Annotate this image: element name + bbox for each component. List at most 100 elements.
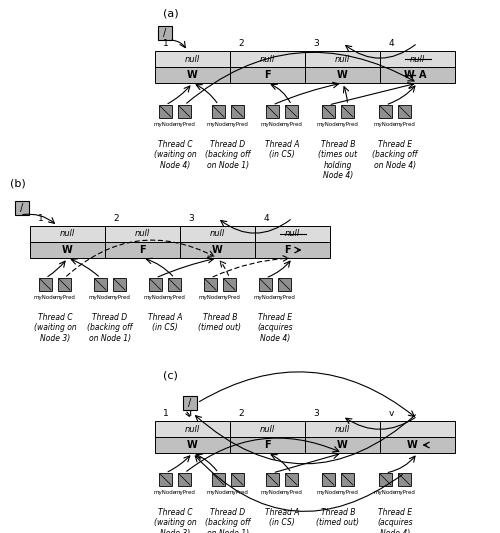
- Text: (c): (c): [163, 370, 178, 380]
- Bar: [178, 105, 191, 118]
- Bar: [155, 67, 230, 83]
- Bar: [183, 396, 197, 410]
- Bar: [305, 437, 380, 453]
- Text: F: F: [139, 245, 146, 255]
- Text: 2: 2: [114, 214, 119, 223]
- Bar: [230, 437, 305, 453]
- Text: myNode: myNode: [254, 295, 277, 300]
- Text: myNode: myNode: [207, 122, 230, 127]
- Text: 3: 3: [314, 409, 319, 418]
- Bar: [255, 226, 330, 242]
- Text: 2: 2: [238, 409, 244, 418]
- Text: Thread C
(waiting on
Node 4): Thread C (waiting on Node 4): [154, 140, 196, 170]
- Text: /: /: [188, 398, 192, 408]
- Text: W: W: [62, 245, 73, 255]
- Bar: [180, 242, 255, 258]
- Text: 3: 3: [188, 214, 194, 223]
- Bar: [204, 278, 217, 291]
- Text: 2: 2: [238, 39, 244, 48]
- Text: null: null: [210, 230, 225, 238]
- Bar: [380, 67, 455, 83]
- Text: (a): (a): [163, 8, 178, 18]
- Text: null: null: [260, 424, 275, 433]
- Text: myPred: myPred: [227, 122, 248, 127]
- Bar: [398, 105, 411, 118]
- Bar: [158, 26, 172, 40]
- Bar: [341, 473, 354, 486]
- Text: myPred: myPred: [174, 122, 195, 127]
- Bar: [155, 437, 230, 453]
- Text: W: W: [212, 245, 223, 255]
- Bar: [305, 51, 380, 67]
- Text: Thread C
(waiting on
Node 3): Thread C (waiting on Node 3): [34, 313, 76, 343]
- Text: myNode: myNode: [34, 295, 57, 300]
- Text: null: null: [185, 424, 200, 433]
- Bar: [105, 242, 180, 258]
- Bar: [278, 278, 291, 291]
- Text: v: v: [388, 409, 394, 418]
- Bar: [285, 473, 298, 486]
- Text: Thread B
(timed out): Thread B (timed out): [316, 508, 360, 527]
- Text: A: A: [419, 70, 426, 80]
- Bar: [230, 67, 305, 83]
- Text: myPred: myPred: [227, 490, 248, 495]
- Text: myPred: myPred: [54, 295, 75, 300]
- Bar: [155, 51, 230, 67]
- Text: null: null: [135, 230, 150, 238]
- Text: Thread E
(acquires
Node 4): Thread E (acquires Node 4): [377, 508, 413, 533]
- Text: myNode: myNode: [89, 295, 112, 300]
- Text: Thread A
(in CS): Thread A (in CS): [148, 313, 182, 333]
- Text: 4: 4: [264, 214, 269, 223]
- Text: Thread E
(acquires
Node 4): Thread E (acquires Node 4): [257, 313, 293, 343]
- Text: W: W: [187, 440, 198, 450]
- Text: /: /: [164, 28, 166, 38]
- Bar: [105, 226, 180, 242]
- Text: Thread C
(waiting on
Node 3): Thread C (waiting on Node 3): [154, 508, 196, 533]
- Bar: [113, 278, 126, 291]
- Text: myPred: myPred: [164, 295, 185, 300]
- Text: null: null: [185, 54, 200, 63]
- Text: 1: 1: [38, 214, 44, 223]
- Text: 4: 4: [388, 39, 394, 48]
- Text: (b): (b): [10, 178, 26, 188]
- Text: myNode: myNode: [317, 122, 340, 127]
- Bar: [380, 437, 455, 453]
- Text: Thread E
(backing off
on Node 4): Thread E (backing off on Node 4): [372, 140, 418, 170]
- Text: null: null: [335, 424, 350, 433]
- Bar: [15, 201, 29, 215]
- Text: myNode: myNode: [317, 490, 340, 495]
- Bar: [379, 473, 392, 486]
- Text: myNode: myNode: [261, 490, 284, 495]
- Bar: [155, 421, 230, 437]
- Text: myPred: myPred: [274, 295, 295, 300]
- Bar: [212, 105, 225, 118]
- Bar: [58, 278, 71, 291]
- Text: Thread A
(in CS): Thread A (in CS): [265, 508, 299, 527]
- Text: myPred: myPred: [337, 490, 358, 495]
- Bar: [230, 421, 305, 437]
- Bar: [30, 226, 105, 242]
- Text: null: null: [285, 230, 300, 238]
- Text: null: null: [60, 230, 75, 238]
- Text: myPred: myPred: [281, 122, 302, 127]
- Text: Thread B
(timed out): Thread B (timed out): [198, 313, 242, 333]
- Bar: [231, 473, 244, 486]
- Text: myPred: myPred: [219, 295, 240, 300]
- Bar: [231, 105, 244, 118]
- Bar: [322, 473, 335, 486]
- Bar: [230, 51, 305, 67]
- Text: Thread D
(backing off
on Node 1): Thread D (backing off on Node 1): [206, 140, 250, 170]
- Bar: [285, 105, 298, 118]
- Bar: [168, 278, 181, 291]
- Text: null: null: [410, 54, 425, 63]
- Bar: [94, 278, 107, 291]
- Bar: [178, 473, 191, 486]
- Bar: [380, 421, 455, 437]
- Bar: [180, 226, 255, 242]
- Bar: [322, 105, 335, 118]
- Text: F: F: [284, 245, 291, 255]
- Bar: [380, 51, 455, 67]
- Text: W: W: [337, 440, 348, 450]
- Text: myNode: myNode: [144, 295, 167, 300]
- Text: myPred: myPred: [174, 490, 195, 495]
